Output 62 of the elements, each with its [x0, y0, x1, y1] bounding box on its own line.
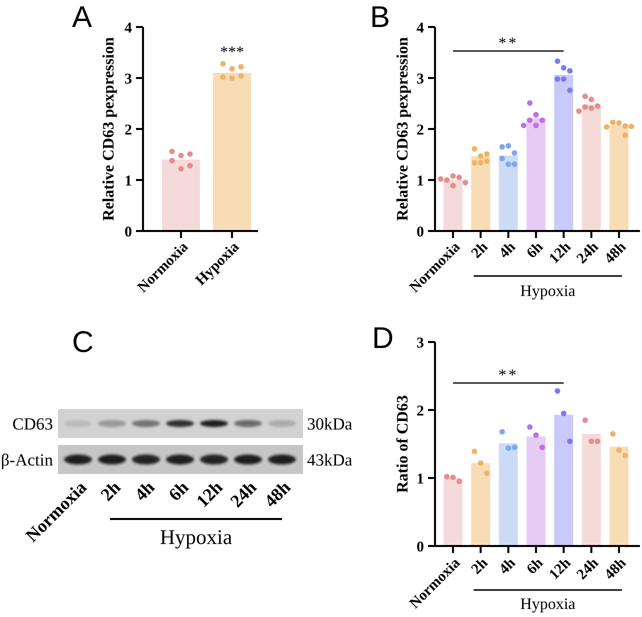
chart-title: D: [372, 322, 394, 355]
annotation: **: [498, 35, 518, 52]
bar: [610, 446, 628, 546]
annotation: ***: [220, 44, 244, 61]
bar: [471, 463, 490, 546]
x-tick-label: 24h: [574, 554, 602, 584]
category-label: 12h: [192, 477, 226, 512]
category-label: 30kDa: [307, 414, 352, 434]
bar: [582, 104, 601, 231]
x-tick-label: 6h: [524, 554, 548, 578]
y-tick-label: 1: [416, 173, 424, 190]
x-tick-label: 2h: [468, 554, 492, 578]
bar: [444, 180, 462, 231]
y-tick-label: 0: [416, 539, 424, 556]
x-tick-label: 4h: [496, 238, 520, 262]
bar: [582, 434, 601, 546]
category-label: 2h: [96, 477, 124, 505]
y-tick-label: 4: [124, 20, 132, 36]
y-axis-title: Ratio of CD63: [394, 395, 412, 493]
category-label: CD63: [12, 414, 53, 434]
y-tick-label: 1: [416, 471, 424, 488]
chart-title: B: [370, 1, 390, 34]
category-label: β-Actin: [0, 450, 53, 470]
category-label: 48h: [260, 477, 294, 512]
category-label: 24h: [226, 477, 260, 512]
text: C: [72, 326, 94, 359]
bar: [471, 156, 490, 231]
text: Hypoxia: [160, 525, 233, 549]
category-label: 6h: [164, 477, 192, 505]
x-tick-label: 24h: [574, 238, 602, 268]
x-axis-title: Hypoxia: [520, 596, 576, 613]
y-tick-label: 2: [416, 403, 424, 420]
x-tick-label: 48h: [602, 238, 630, 268]
x-tick-label: 4h: [496, 554, 520, 578]
y-tick-label: 2: [416, 122, 424, 138]
y-tick-label: 1: [124, 173, 132, 190]
bar: [526, 436, 546, 546]
y-tick-label: 3: [416, 335, 424, 352]
bar: [526, 118, 546, 231]
category-label: 43kDa: [307, 450, 352, 470]
y-tick-label: 0: [124, 224, 132, 240]
y-tick-label: 4: [416, 20, 424, 36]
y-tick-label: 2: [124, 122, 132, 138]
x-tick-label: 12h: [546, 238, 575, 268]
bar: [444, 478, 462, 546]
category-label: 4h: [130, 477, 158, 505]
bar: [498, 156, 518, 231]
chart-title: A: [72, 1, 92, 34]
bar: [498, 443, 518, 546]
x-tick-label: 12h: [546, 554, 575, 584]
y-tick-label: 3: [124, 71, 132, 88]
y-axis-title: Relative CD63 pexpression: [394, 37, 412, 221]
bar: [554, 414, 574, 546]
y-tick-label: 0: [416, 224, 424, 240]
x-tick-label: 2h: [468, 238, 492, 262]
annotation: **: [498, 367, 518, 384]
bar: [554, 74, 574, 231]
y-tick-label: 3: [416, 71, 424, 88]
y-axis-title: Relative CD63 pexpression: [100, 37, 118, 221]
x-tick-label: 6h: [524, 238, 548, 262]
x-tick-label: 48h: [602, 554, 630, 584]
bar: [610, 125, 628, 231]
